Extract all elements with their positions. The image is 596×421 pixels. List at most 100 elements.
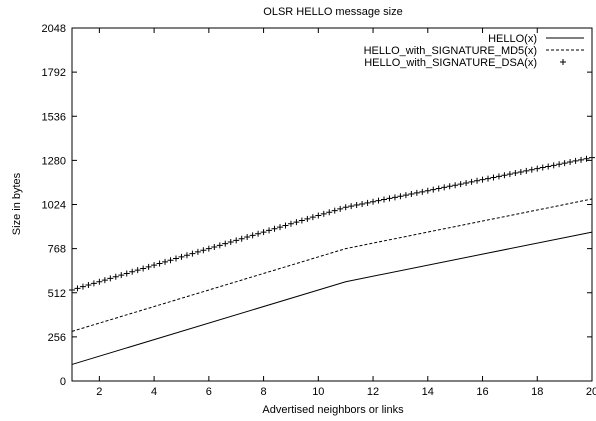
dsa-marker bbox=[326, 209, 333, 216]
dsa-marker bbox=[413, 189, 420, 196]
series-hello-line bbox=[71, 231, 593, 365]
dsa-marker bbox=[342, 204, 349, 211]
dsa-marker bbox=[282, 222, 289, 229]
dsa-marker bbox=[320, 210, 327, 217]
dsa-marker bbox=[397, 193, 404, 200]
dsa-marker bbox=[353, 202, 360, 209]
dsa-marker bbox=[249, 232, 256, 239]
y-tick-label: 512 bbox=[48, 288, 66, 300]
dsa-marker bbox=[145, 263, 152, 270]
dsa-marker bbox=[370, 198, 377, 205]
dsa-marker bbox=[452, 182, 459, 189]
dsa-marker bbox=[589, 154, 595, 161]
dsa-marker bbox=[485, 175, 491, 182]
y-tick-label: 1536 bbox=[42, 111, 66, 123]
dsa-marker bbox=[402, 192, 409, 199]
legend-label-hello: HELLO(x) bbox=[488, 33, 537, 45]
series-dsa-markers bbox=[69, 154, 595, 293]
dsa-marker bbox=[550, 162, 557, 169]
dsa-marker bbox=[90, 280, 97, 287]
dsa-marker bbox=[74, 285, 81, 292]
legend-marker-dsa bbox=[560, 59, 566, 65]
x-axis-label: Advertised neighbors or links bbox=[262, 404, 404, 416]
dsa-marker bbox=[112, 273, 119, 280]
x-tick-label: 16 bbox=[476, 386, 488, 398]
dsa-marker bbox=[528, 166, 535, 173]
dsa-marker bbox=[255, 230, 262, 237]
y-tick-label: 1792 bbox=[42, 67, 66, 79]
dsa-marker bbox=[140, 265, 147, 272]
dsa-marker bbox=[211, 243, 218, 250]
x-tick-label: 10 bbox=[312, 386, 324, 398]
x-tick-label: 14 bbox=[422, 386, 434, 398]
dsa-marker bbox=[561, 160, 568, 167]
dsa-marker bbox=[474, 177, 481, 184]
dsa-marker bbox=[123, 270, 130, 277]
dsa-marker bbox=[287, 220, 294, 227]
dsa-marker bbox=[463, 179, 470, 186]
dsa-marker bbox=[408, 191, 415, 198]
y-tick-label: 256 bbox=[48, 332, 66, 344]
dsa-marker bbox=[156, 260, 163, 267]
x-tick-label: 8 bbox=[261, 386, 267, 398]
dsa-marker bbox=[419, 188, 426, 195]
legend: HELLO(x) HELLO_with_SIGNATURE_MD5(x) HEL… bbox=[364, 33, 584, 69]
dsa-marker bbox=[468, 178, 475, 185]
dsa-marker bbox=[315, 212, 322, 219]
dsa-marker bbox=[337, 205, 344, 212]
dsa-marker bbox=[96, 278, 103, 285]
dsa-marker bbox=[183, 252, 190, 259]
dsa-marker bbox=[107, 275, 114, 282]
dsa-marker bbox=[375, 197, 382, 204]
dsa-marker bbox=[244, 234, 251, 241]
dsa-marker bbox=[517, 168, 524, 175]
y-tick-label: 768 bbox=[48, 244, 66, 256]
dsa-marker bbox=[583, 155, 590, 162]
dsa-marker bbox=[266, 227, 273, 234]
dsa-marker bbox=[556, 161, 563, 168]
dsa-marker bbox=[277, 224, 283, 231]
dsa-marker bbox=[539, 164, 546, 171]
dsa-marker bbox=[441, 184, 448, 191]
x-tick-label: 6 bbox=[206, 386, 212, 398]
legend-label-md5: HELLO_with_SIGNATURE_MD5(x) bbox=[364, 45, 537, 57]
x-tick-label: 20 bbox=[586, 386, 596, 398]
y-tick-label: 1024 bbox=[42, 200, 66, 212]
series-md5-line bbox=[71, 198, 593, 332]
dsa-marker bbox=[391, 194, 398, 201]
dsa-marker bbox=[151, 262, 158, 269]
y-tick-label: 2048 bbox=[42, 23, 66, 35]
dsa-marker bbox=[331, 207, 338, 214]
dsa-marker bbox=[578, 156, 585, 163]
dsa-marker bbox=[506, 171, 513, 178]
dsa-marker bbox=[490, 174, 497, 181]
x-tick-label: 2 bbox=[96, 386, 102, 398]
chart-title: OLSR HELLO message size bbox=[263, 6, 402, 18]
y-axis-ticks: 0 256 512 768 1024 1280 1536 1792 2048 bbox=[42, 23, 592, 388]
dsa-marker bbox=[501, 172, 508, 179]
x-tick-label: 4 bbox=[151, 386, 157, 398]
dsa-marker bbox=[309, 214, 316, 221]
dsa-marker bbox=[260, 229, 267, 236]
plot-frame bbox=[71, 27, 593, 382]
dsa-marker bbox=[386, 195, 393, 202]
y-axis-label: Size in bytes bbox=[11, 172, 23, 235]
dsa-marker bbox=[534, 165, 541, 172]
series-layer bbox=[69, 154, 595, 365]
dsa-marker bbox=[495, 173, 502, 180]
dsa-marker bbox=[523, 167, 530, 174]
dsa-marker bbox=[69, 286, 75, 293]
dsa-marker bbox=[293, 219, 300, 226]
dsa-marker bbox=[233, 237, 240, 244]
dsa-marker bbox=[129, 268, 136, 275]
dsa-marker bbox=[479, 176, 486, 183]
dsa-marker bbox=[189, 250, 196, 257]
dsa-marker bbox=[85, 282, 92, 289]
dsa-marker bbox=[446, 183, 453, 190]
dsa-marker bbox=[545, 163, 552, 170]
dsa-marker bbox=[512, 170, 519, 177]
dsa-marker bbox=[348, 203, 355, 210]
dsa-marker bbox=[101, 277, 108, 284]
dsa-marker bbox=[216, 242, 223, 249]
